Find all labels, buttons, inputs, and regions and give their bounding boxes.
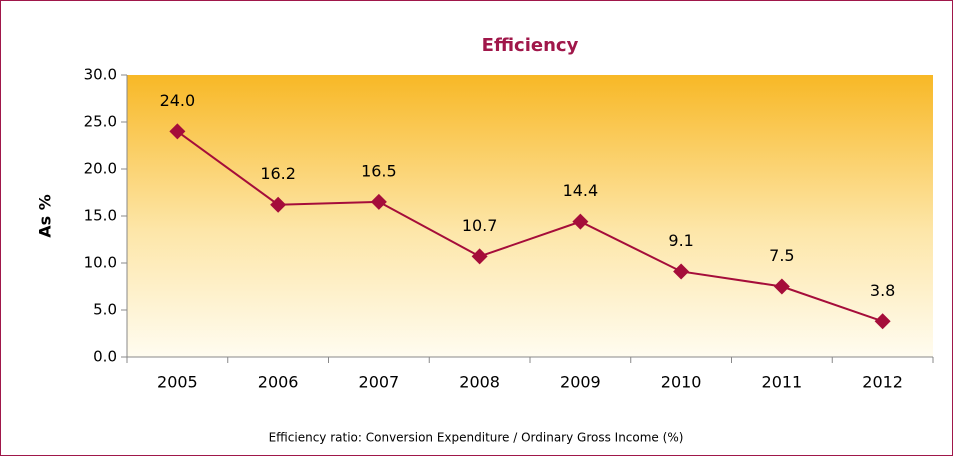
- data-label: 16.5: [361, 161, 397, 180]
- y-tick-label: 30.0: [84, 66, 117, 84]
- marker: [874, 313, 891, 330]
- data-label: 14.4: [563, 181, 599, 200]
- marker: [471, 248, 488, 265]
- y-axis-label: As %: [36, 194, 55, 238]
- y-tick-label: 5.0: [93, 301, 117, 319]
- y-tick-label: 0.0: [93, 348, 117, 366]
- y-tick-label: 20.0: [84, 160, 117, 178]
- x-tick-label: 2005: [157, 373, 198, 392]
- x-tick-label: 2012: [862, 373, 903, 392]
- y-tick-label: 25.0: [84, 113, 117, 131]
- marker: [370, 193, 387, 210]
- caption: Efficiency ratio: Conversion Expenditure…: [269, 431, 684, 445]
- x-tick-label: 2008: [459, 373, 500, 392]
- marker: [572, 213, 589, 230]
- chart-title: Efficiency: [482, 35, 579, 56]
- y-tick-label: 15.0: [84, 207, 117, 225]
- x-tick-label: 2006: [258, 373, 299, 392]
- x-tick-label: 2010: [661, 373, 702, 392]
- x-tick-label: 2011: [762, 373, 803, 392]
- data-label: 10.7: [462, 216, 498, 235]
- marker: [673, 263, 690, 280]
- marker: [270, 196, 287, 213]
- data-label: 24.0: [160, 91, 196, 110]
- x-tick-label: 2007: [359, 373, 400, 392]
- marker: [169, 123, 186, 140]
- data-label: 7.5: [769, 246, 794, 265]
- line: [176, 130, 883, 323]
- marker: [773, 278, 790, 295]
- y-tick-label: 10.0: [84, 254, 117, 272]
- data-label: 16.2: [260, 164, 296, 183]
- data-label: 3.8: [870, 281, 895, 300]
- x-tick-label: 2009: [560, 373, 601, 392]
- plot-area: [127, 75, 933, 357]
- data-label: 9.1: [668, 231, 693, 250]
